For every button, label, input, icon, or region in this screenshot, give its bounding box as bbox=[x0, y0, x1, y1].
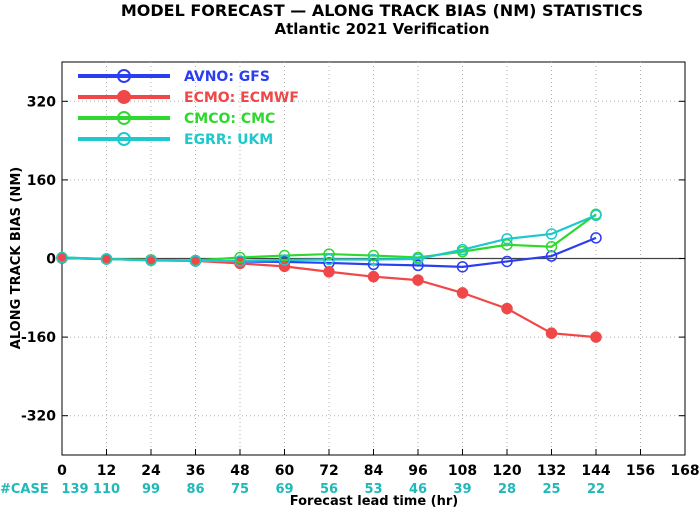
legend-label-cmco: CMCO: CMC bbox=[184, 111, 275, 127]
y-tick-label: 160 bbox=[27, 173, 56, 189]
case-count-value: 39 bbox=[453, 482, 471, 497]
legend-marker-avno bbox=[117, 69, 131, 83]
y-tick-label: 320 bbox=[27, 94, 56, 110]
data-point-cmco bbox=[323, 248, 335, 260]
x-tick-label: 84 bbox=[364, 463, 384, 479]
data-point-egrr bbox=[590, 209, 602, 222]
legend-marker-egrr bbox=[117, 132, 131, 146]
legend-label-egrr: EGRR: UKM bbox=[184, 132, 273, 148]
data-point-avno bbox=[412, 259, 424, 272]
data-point-egrr bbox=[189, 255, 202, 267]
data-point-ecmo bbox=[590, 331, 602, 343]
x-axis-label: Forecast lead time (hr) bbox=[290, 494, 458, 509]
case-count-value: 28 bbox=[498, 482, 516, 497]
x-tick-label: 60 bbox=[275, 463, 295, 479]
x-axis-ticks: 0 12 24 36 48 60 72 84 96 108 120 132 144 156 168 bbox=[57, 449, 700, 479]
case-count-row: #CASE 139 110 99 86 75 69 56 53 46 39 28 25 22 bbox=[0, 482, 605, 497]
case-count-value: 46 bbox=[409, 482, 427, 497]
case-count-value: 99 bbox=[142, 482, 160, 497]
data-point-cmco bbox=[545, 240, 558, 253]
case-count-value: 86 bbox=[186, 482, 204, 497]
x-tick-label: 132 bbox=[537, 463, 566, 479]
case-count-value: 53 bbox=[364, 482, 382, 497]
case-count-value: 110 bbox=[93, 482, 120, 497]
x-tick-label: 108 bbox=[448, 463, 477, 479]
legend-marker-ecmo bbox=[117, 90, 131, 104]
data-point-avno bbox=[590, 232, 602, 244]
case-count-value: 25 bbox=[542, 482, 560, 497]
case-count-value: 69 bbox=[275, 482, 293, 497]
case-count-label: #CASE bbox=[0, 482, 49, 497]
data-point-egrr bbox=[456, 243, 469, 256]
x-tick-label: 24 bbox=[141, 463, 161, 479]
data-point-ecmo bbox=[323, 266, 335, 278]
x-tick-label: 48 bbox=[230, 463, 249, 479]
chart-subtitle: Atlantic 2021 Verification bbox=[274, 20, 489, 38]
data-point-cmco bbox=[234, 251, 246, 264]
data-point-egrr bbox=[56, 251, 68, 264]
legend: AVNO: GFS ECMO: ECMWF CMCO: CMC EGRR: UKM bbox=[78, 69, 299, 148]
data-point-cmco bbox=[367, 249, 380, 262]
data-point-cmco bbox=[501, 238, 513, 251]
data-point-egrr bbox=[412, 253, 424, 265]
x-tick-label: 36 bbox=[186, 463, 205, 479]
data-point-ecmo bbox=[367, 270, 380, 283]
data-point-ecmo bbox=[545, 327, 558, 339]
data-point-egrr bbox=[100, 253, 113, 265]
case-count-value: 56 bbox=[320, 482, 338, 497]
x-tick-label: 120 bbox=[492, 463, 521, 479]
chart-title: MODEL FORECAST — ALONG TRACK BIAS (NM) S… bbox=[121, 1, 643, 20]
legend-marker-cmco bbox=[117, 111, 131, 125]
x-tick-label: 168 bbox=[670, 463, 699, 479]
data-point-egrr bbox=[545, 228, 558, 240]
legend-label-avno: AVNO: GFS bbox=[184, 69, 270, 85]
data-point-cmco bbox=[278, 249, 291, 262]
data-point-ecmo bbox=[501, 302, 513, 315]
x-tick-label: 156 bbox=[626, 463, 655, 479]
y-tick-label: -160 bbox=[21, 330, 56, 346]
x-tick-label: 96 bbox=[408, 463, 427, 479]
data-point-egrr bbox=[323, 253, 335, 266]
data-point-avno bbox=[501, 255, 513, 268]
data-point-egrr bbox=[145, 254, 157, 267]
x-tick-label: 12 bbox=[97, 463, 116, 479]
legend-label-ecmo: ECMO: ECMWF bbox=[184, 90, 299, 106]
series-lines bbox=[56, 208, 602, 343]
data-point-ecmo bbox=[456, 287, 469, 299]
data-point-avno bbox=[456, 261, 469, 273]
x-tick-label: 0 bbox=[57, 463, 67, 479]
data-point-ecmo bbox=[412, 274, 424, 286]
x-tick-label: 144 bbox=[581, 463, 610, 479]
case-count-value: 139 bbox=[61, 482, 88, 497]
data-point-egrr bbox=[367, 253, 380, 266]
data-point-egrr bbox=[501, 233, 513, 245]
x-tick-label: 72 bbox=[319, 463, 338, 479]
y-axis-ticks: -320 -160 0 160 320 bbox=[21, 94, 685, 425]
data-point-egrr bbox=[234, 255, 246, 267]
y-tick-label: 0 bbox=[46, 252, 56, 268]
case-count-value: 75 bbox=[231, 482, 249, 497]
data-point-egrr bbox=[278, 254, 291, 266]
y-tick-label: -320 bbox=[21, 409, 56, 425]
data-point-avno bbox=[367, 258, 380, 271]
y-axis-label: ALONG TRACK BIAS (NM) bbox=[9, 167, 24, 349]
case-count-value: 22 bbox=[587, 482, 605, 497]
